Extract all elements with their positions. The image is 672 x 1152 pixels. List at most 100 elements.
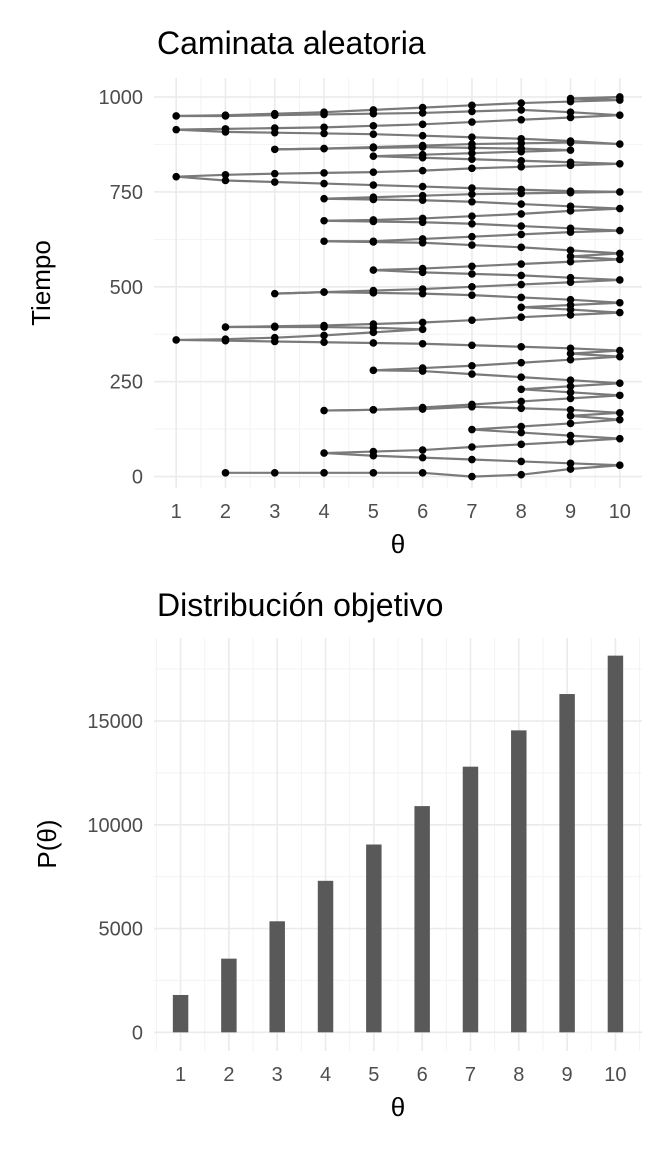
walk-segment <box>471 212 522 218</box>
walk-segment <box>225 179 275 184</box>
bar <box>317 880 334 1033</box>
walk-point <box>468 155 476 164</box>
walk-segment <box>324 218 374 222</box>
walk-segment <box>422 145 472 149</box>
chart2-title: Distribución objetivo <box>157 587 443 623</box>
bar <box>559 694 575 1033</box>
walk-point <box>320 406 328 415</box>
walk-point <box>418 325 427 334</box>
target-distribution-chart: Distribución objetivo 1 2 3 4 5 6 7 8 9 10 0 5000 1… <box>32 587 642 1122</box>
walk-segment <box>422 235 472 241</box>
walk-point <box>468 241 476 249</box>
walk-point <box>418 150 427 159</box>
walk-segment <box>373 220 423 224</box>
walk-point <box>320 216 328 225</box>
walk-point <box>566 202 575 211</box>
walk-point <box>616 391 624 400</box>
walk-segment <box>422 405 472 411</box>
walk-segment <box>521 159 571 164</box>
x-tick-label: 4 <box>318 501 329 523</box>
walk-segment <box>274 291 325 295</box>
walk-point <box>369 168 378 176</box>
walk-segment <box>521 108 571 114</box>
x-tick-label: 6 <box>417 1064 428 1086</box>
walk-segment <box>570 298 620 304</box>
walk-point <box>270 169 279 178</box>
walk-point <box>320 194 328 203</box>
walk-point <box>517 260 526 268</box>
walk-segment <box>570 434 620 440</box>
walk-segment <box>225 127 275 130</box>
walk-segment <box>471 458 522 463</box>
walk-segment <box>471 150 522 155</box>
walk-point <box>468 232 476 241</box>
walk-segment <box>422 342 472 347</box>
walk-point <box>517 106 526 114</box>
walk-segment <box>471 400 522 406</box>
walk-segment <box>422 265 472 270</box>
walk-point <box>270 178 279 186</box>
walk-point <box>517 185 526 194</box>
walk-point <box>566 257 575 266</box>
walk-segment <box>373 448 423 453</box>
walk-segment <box>373 326 423 331</box>
walk-point <box>566 388 575 397</box>
walk-segment <box>570 276 620 282</box>
y-tick-label: 500 <box>110 277 143 299</box>
walk-point <box>616 276 624 284</box>
walk-point <box>517 440 526 449</box>
walk-segment <box>422 403 473 409</box>
walk-point <box>369 181 378 189</box>
walk-segment <box>274 113 325 117</box>
walk-segment <box>324 112 374 116</box>
walk-segment <box>471 373 522 379</box>
walk-point <box>369 447 378 456</box>
walk-point <box>566 301 575 309</box>
walk-segment <box>521 188 571 193</box>
walk-segment <box>422 364 472 370</box>
walk-point <box>566 344 575 353</box>
walk-point <box>468 282 476 291</box>
walk-segment <box>422 319 472 324</box>
walk-point <box>517 115 526 124</box>
bar <box>462 766 479 1033</box>
walk-segment <box>471 146 522 150</box>
walk-point <box>616 255 624 264</box>
walk-point <box>517 457 526 466</box>
walk-point <box>418 131 427 140</box>
walk-segment <box>225 172 275 176</box>
walk-segment <box>176 114 226 118</box>
walk-point <box>566 187 575 195</box>
walk-point <box>566 412 575 420</box>
walk-segment <box>471 262 522 268</box>
x-tick-label: 5 <box>368 1064 379 1086</box>
walk-segment <box>422 134 472 139</box>
walk-segment <box>521 385 571 391</box>
walk-point <box>566 431 575 440</box>
walk-point <box>320 449 328 457</box>
walk-point <box>320 129 328 138</box>
walk-point <box>566 108 575 116</box>
x-tick-label: 3 <box>272 1064 283 1086</box>
walk-segment <box>570 408 620 414</box>
walk-point <box>270 289 279 298</box>
walk-point <box>566 273 575 282</box>
walk-segment <box>521 407 571 411</box>
walk-segment <box>471 233 522 238</box>
walk-segment <box>521 116 571 121</box>
walk-point <box>172 172 180 181</box>
walk-point <box>616 352 624 361</box>
walk-point <box>616 461 624 470</box>
walk-point <box>517 163 526 171</box>
walk-segment <box>521 296 571 301</box>
walk-point <box>517 342 526 351</box>
walk-segment <box>471 294 522 299</box>
walk-point <box>320 144 328 153</box>
walk-point <box>517 99 526 107</box>
walk-segment <box>521 460 571 465</box>
walk-point <box>517 385 526 394</box>
walk-point <box>566 419 575 428</box>
bar <box>269 921 285 1033</box>
walk-point <box>616 140 624 148</box>
walk-point <box>320 331 328 340</box>
